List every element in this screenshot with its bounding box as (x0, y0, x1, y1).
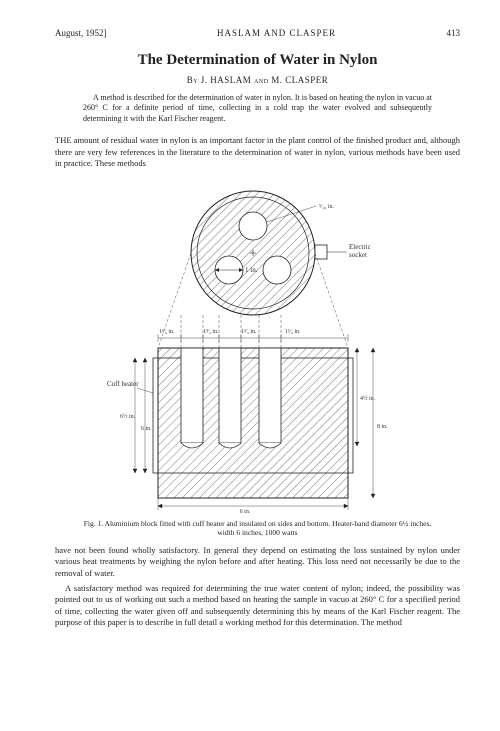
side-view (153, 348, 353, 498)
header-pagenum: 413 (447, 28, 461, 38)
dim-bottom-6: 6 in. (239, 509, 250, 513)
bottom-dim (158, 498, 348, 510)
label-1in: 1 in. (245, 266, 258, 274)
header-date: August, 1952] (55, 28, 107, 38)
label-electric-socket2: socket (349, 251, 367, 259)
top-dimensions (158, 334, 348, 342)
right-dims (355, 348, 375, 498)
dim-c: 1³⁄₄ in. (241, 329, 257, 335)
dim-b: 1³⁄₄ in. (203, 329, 219, 335)
svg-text:Cuff heater: Cuff heater (107, 380, 139, 388)
dim-6-1-2: 6½ in. (120, 413, 136, 420)
byline: By J. HASLAM and M. CLASPER (55, 75, 460, 85)
figure-svg: 1 in. ⁵⁄₁₆ in. Electric socket (103, 178, 413, 513)
dim-a: 1¹⁄₄ in. (159, 329, 175, 335)
page: August, 1952] HASLAM AND CLASPER 413 The… (0, 0, 500, 731)
running-header: August, 1952] HASLAM AND CLASPER 413 (55, 28, 460, 38)
label-electric-socket: Electric (349, 243, 371, 251)
body-paragraph-2: have not been found wholly satisfactory.… (55, 545, 460, 579)
cuff-heater-label: Cuff heater (107, 380, 153, 393)
para1-text: THE amount of residual water in nylon is… (55, 135, 460, 168)
body-paragraph-1: THE amount of residual water in nylon is… (55, 134, 460, 169)
figure-1: 1 in. ⁵⁄₁₆ in. Electric socket (55, 178, 460, 513)
top-view: 1 in. ⁵⁄₁₆ in. (191, 191, 334, 315)
dim-4-1-2: 4½ in. (360, 395, 376, 402)
dim-6in-left: 6 in. (141, 426, 152, 432)
electric-socket: Electric socket (315, 243, 371, 259)
abstract: A method is described for the determinat… (83, 93, 432, 124)
dim-d: 1¹⁄₄ in. (285, 329, 301, 335)
article-title: The Determination of Water in Nylon (55, 52, 460, 69)
dim-8in: 8 in. (377, 424, 388, 430)
header-authors: HASLAM AND CLASPER (217, 28, 336, 38)
label-top-hole: ⁵⁄₁₆ in. (319, 204, 334, 210)
body-paragraph-3: A satisfactory method was required for d… (55, 583, 460, 629)
figure-caption: Fig. 1. Aluminium block fitted with cuff… (75, 519, 440, 537)
